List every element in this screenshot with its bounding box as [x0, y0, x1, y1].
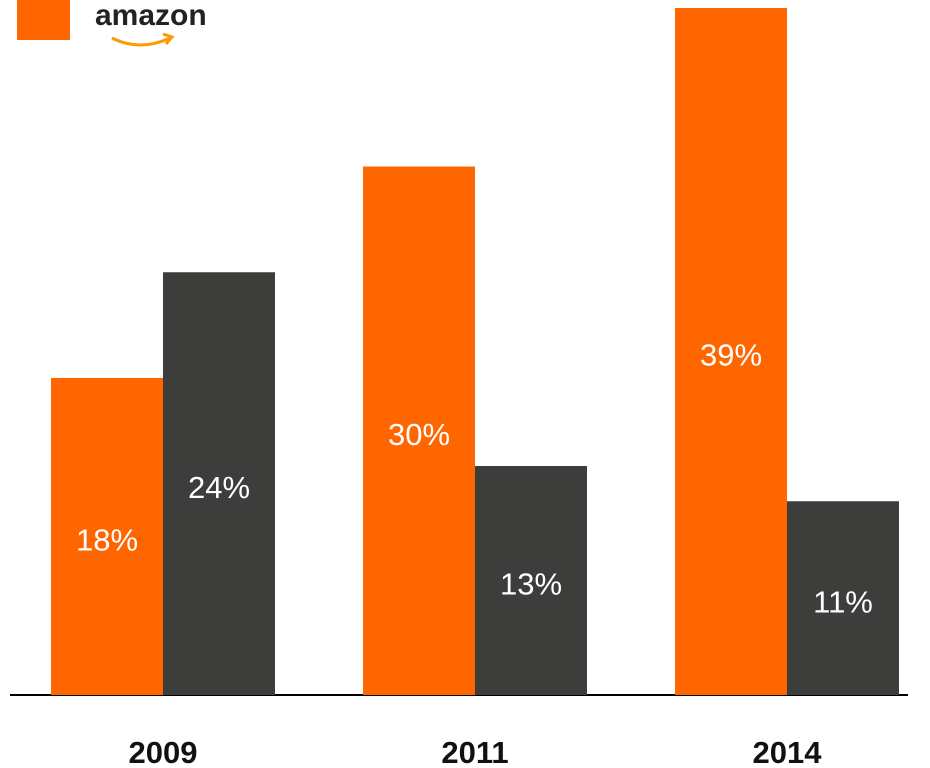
- x-tick-label: 2014: [753, 735, 823, 768]
- value-label: 30%: [388, 417, 450, 452]
- bar: [51, 377, 163, 695]
- value-label: 24%: [188, 470, 250, 505]
- legend-label: amazon: [95, 0, 207, 32]
- x-tick-label: 2009: [129, 735, 198, 768]
- value-label: 11%: [813, 584, 873, 619]
- bar: [787, 501, 899, 695]
- value-label: 13%: [500, 567, 562, 602]
- bar: [675, 8, 787, 695]
- legend-swatch: [17, 0, 70, 40]
- bar: [163, 272, 275, 695]
- value-label: 39%: [700, 338, 762, 373]
- bar: [363, 166, 475, 696]
- x-tick-label: 2011: [441, 735, 508, 768]
- bar: [475, 466, 587, 695]
- value-label: 18%: [76, 523, 138, 558]
- logo-arrow: [162, 32, 175, 45]
- logo-smile: [111, 36, 171, 47]
